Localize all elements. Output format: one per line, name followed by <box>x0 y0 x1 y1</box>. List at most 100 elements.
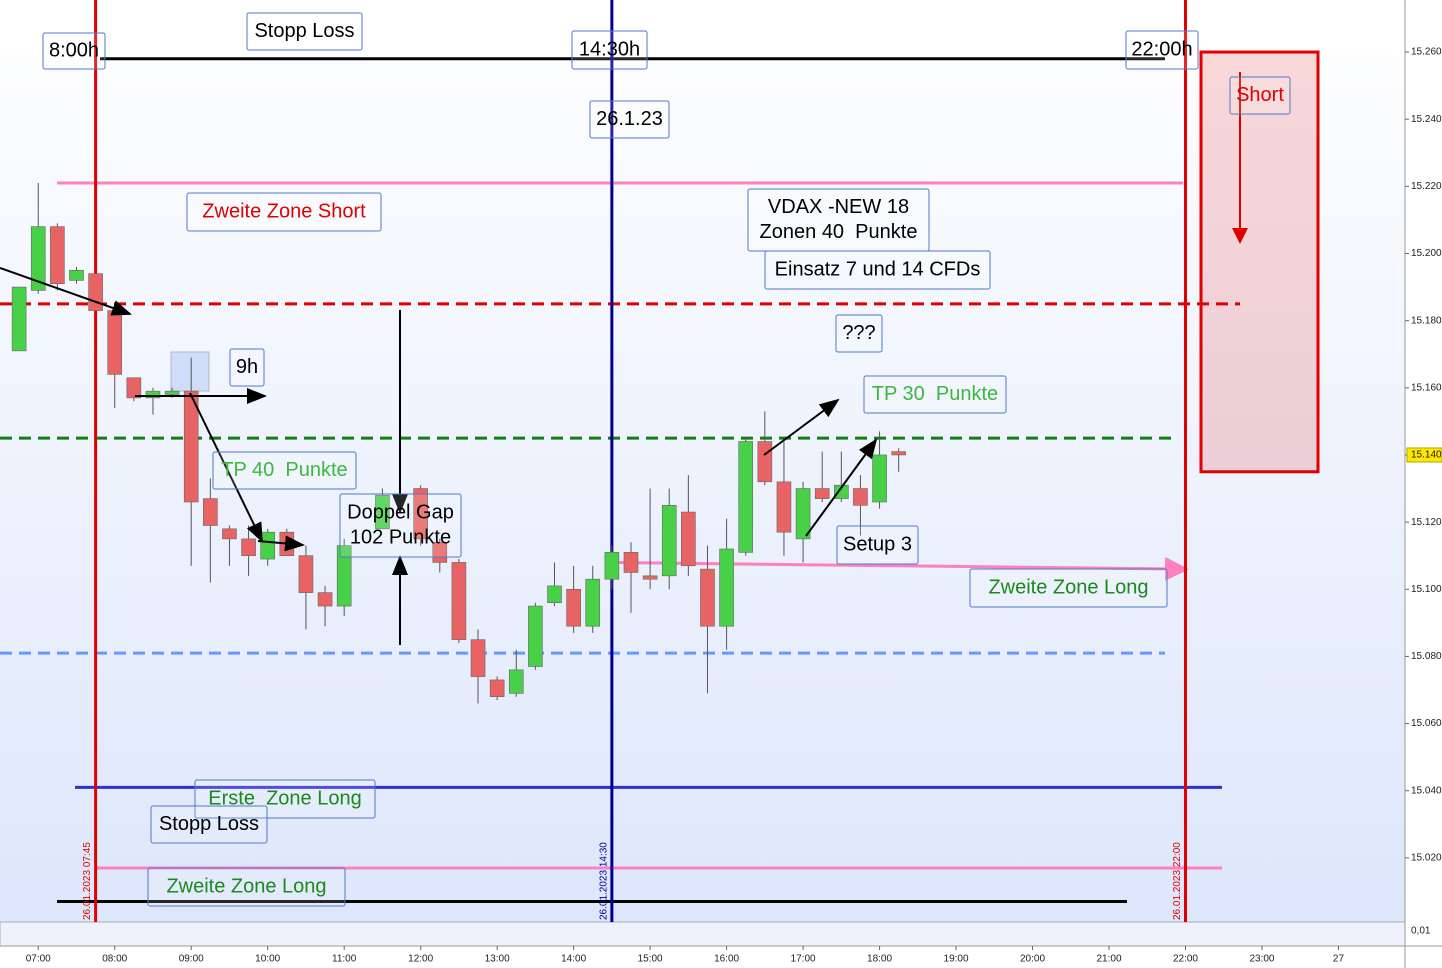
annotation-box <box>42 32 106 70</box>
candle-body <box>566 588 581 627</box>
annotation-text: Zweite Zone Long <box>166 875 326 897</box>
candle-body <box>585 578 601 627</box>
annotation-text: Erste Zone Long <box>208 787 361 809</box>
vertical-line-label: 26.01.2023 07:45 <box>82 842 93 920</box>
candle-body <box>738 441 754 553</box>
y-tick-label: 15.060 <box>1411 718 1442 729</box>
annotation-box <box>186 192 382 232</box>
candle-body <box>164 390 180 395</box>
annotation-box <box>764 250 991 290</box>
candle-body <box>375 494 390 530</box>
candle-body <box>413 488 428 540</box>
candle-body <box>642 575 658 580</box>
candle-body <box>126 377 142 399</box>
annotation-text: 22:00h <box>1131 38 1192 60</box>
candle-body <box>528 605 543 667</box>
annotation-text: TP 40 Punkte <box>221 459 347 481</box>
y-tick-label: 15.100 <box>1411 584 1442 595</box>
x-tick-label: 07:00 <box>26 954 51 965</box>
candle-body <box>719 548 734 627</box>
candle-body <box>547 585 562 604</box>
x-tick-label: 08:00 <box>102 954 127 965</box>
candle-body <box>623 552 639 573</box>
x-tick-label: 16:00 <box>714 954 739 965</box>
lower-pane-label: 0,01 <box>1411 926 1431 937</box>
x-tick-label: 15:00 <box>638 954 663 965</box>
candle-body <box>470 639 486 677</box>
vertical-line-label: 26.01.2023 22:00 <box>1172 842 1183 920</box>
annotation-box <box>212 451 357 490</box>
x-tick-label: 20:00 <box>1020 954 1045 965</box>
vertical-line-label: 26.01.2023 14:30 <box>599 842 610 920</box>
candle-body <box>872 454 887 503</box>
y-tick-label: 15.020 <box>1411 853 1442 864</box>
x-tick-label: 10:00 <box>255 954 280 965</box>
annotation-text: VDAX -NEW 18 <box>768 196 909 218</box>
annotation-text: Einsatz 7 und 14 CFDs <box>775 258 981 280</box>
candle-body <box>776 481 792 533</box>
last-price-marker <box>1406 447 1442 463</box>
candle-body <box>661 505 677 577</box>
plot-background <box>0 0 1405 922</box>
candle-body <box>145 390 161 399</box>
annotation-text: Stopp Loss <box>254 20 354 42</box>
annotation-box <box>1125 30 1199 70</box>
x-tick-label: 21:00 <box>1096 954 1121 965</box>
trend-line <box>609 556 1189 581</box>
candle-body <box>107 310 123 375</box>
candle-body <box>69 269 84 281</box>
annotation-text: Zweite Zone Long <box>988 576 1148 598</box>
annotation-text: 102 Punkte <box>350 526 451 548</box>
annotation-box <box>571 30 648 70</box>
candle-body <box>489 679 505 698</box>
x-tick-label: 19:00 <box>944 954 969 965</box>
annotation-box <box>147 867 346 907</box>
candle-body <box>30 226 46 291</box>
annotation-box <box>150 805 268 844</box>
candle-body <box>260 531 275 560</box>
x-tick-label: 11:00 <box>332 954 357 965</box>
annotation-box <box>1229 76 1291 115</box>
x-tick-label: 12:00 <box>408 954 433 965</box>
annotation-text: 14:30h <box>579 38 640 60</box>
annotation-box <box>969 568 1168 608</box>
annotation-box <box>339 493 462 558</box>
y-tick-label: 15.180 <box>1411 315 1442 326</box>
annotation-text: 9h <box>236 356 258 378</box>
annotation-box <box>836 525 919 565</box>
candle-body <box>508 669 524 694</box>
annotation-text: TP 30 Punkte <box>872 383 998 405</box>
candle-body <box>11 286 27 352</box>
candle-body <box>891 451 906 456</box>
y-tick-label: 15.140 <box>1411 450 1442 461</box>
arrow <box>805 438 878 537</box>
arrow <box>189 392 263 543</box>
y-tick-label: 15.260 <box>1411 47 1442 58</box>
x-tick-label: 27 <box>1333 954 1345 965</box>
annotation-box <box>863 375 1007 414</box>
x-tick-label: 17:00 <box>791 954 816 965</box>
y-tick-label: 15.200 <box>1411 248 1442 259</box>
arrow <box>257 535 305 552</box>
y-tick-label: 15.220 <box>1411 181 1442 192</box>
x-tick-label: 23:00 <box>1249 954 1274 965</box>
arrow <box>0 267 132 316</box>
x-tick-label: 13:00 <box>485 954 510 965</box>
candle-body <box>222 528 237 540</box>
x-tick-label: 14:00 <box>561 954 586 965</box>
candle-body <box>700 568 715 627</box>
arrow <box>763 398 840 456</box>
candle-body <box>317 592 333 607</box>
candle-body <box>604 552 620 580</box>
lower-pane <box>0 921 1406 947</box>
candle-body <box>203 498 218 526</box>
x-tick-label: 22:00 <box>1173 954 1198 965</box>
annotation-box <box>194 779 376 819</box>
y-tick-label: 15.080 <box>1411 651 1442 662</box>
candle-body <box>241 538 256 556</box>
annotation-text: Short <box>1236 84 1284 106</box>
annotation-text: Stopp Loss <box>159 813 259 835</box>
y-tick-label: 15.120 <box>1411 517 1442 528</box>
y-tick-label: 15.160 <box>1411 382 1442 393</box>
